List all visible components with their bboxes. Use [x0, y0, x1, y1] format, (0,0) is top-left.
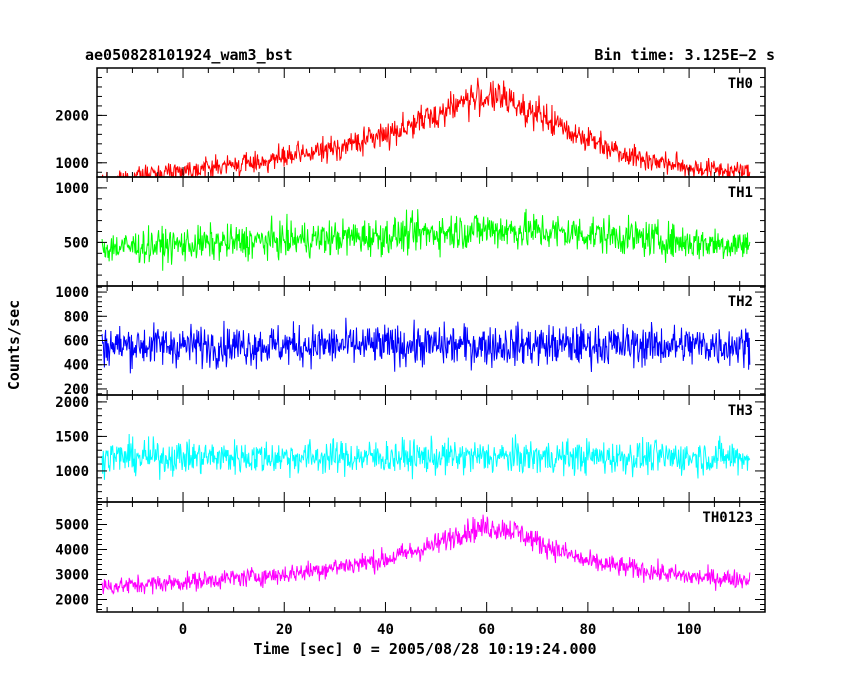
series-label: TH1 — [728, 185, 753, 201]
series-th2-line — [101, 317, 751, 374]
panel-th0123: TH0123 2000 3000 4000 5000 — [55, 501, 766, 613]
bin-time-label: Bin time: 3.125E−2 s — [594, 46, 775, 64]
series-label: TH3 — [728, 403, 753, 419]
y-tick-label: 1000 — [55, 464, 89, 480]
x-tick-label: 40 — [377, 622, 394, 638]
series-th3-line — [101, 433, 751, 480]
y-tick-label: 4000 — [55, 543, 89, 559]
y-tick-label: 600 — [64, 334, 89, 350]
y-tick-label: 800 — [64, 309, 89, 325]
x-axis-label: Time [sec] 0 = 2005/08/28 10:19:24.000 — [253, 640, 596, 658]
series-label: TH0123 — [702, 510, 753, 526]
y-tick-label: 5000 — [55, 518, 89, 534]
y-tick-label: 2000 — [55, 593, 89, 609]
panel-frame — [96, 501, 766, 613]
y-tick-label: 2000 — [55, 395, 89, 411]
series-label: TH0 — [728, 76, 753, 92]
plot-title: ae050828101924_wam3_bst — [85, 46, 293, 64]
y-tick-label: 400 — [64, 358, 89, 374]
y-axis-label: Counts/sec — [5, 300, 23, 390]
series-th0123-line — [101, 514, 751, 595]
series-th1-line — [101, 208, 751, 271]
panel-stack: TH010002000TH15001000TH22004006008001000… — [55, 67, 766, 638]
y-tick-label: 200 — [64, 382, 89, 398]
y-tick-label: 1500 — [55, 429, 89, 445]
y-tick-label: 2000 — [55, 108, 89, 124]
x-tick-label: 20 — [276, 622, 293, 638]
panel-th1: TH1 500 1000 — [55, 176, 766, 287]
y-tick-label: 500 — [64, 235, 89, 251]
x-tick-label: 60 — [478, 622, 495, 638]
panel-th2: TH2 200 400 600 800 1000 — [55, 285, 766, 398]
y-tick-label: 1000 — [55, 285, 89, 301]
panel-th0: TH0 1000 2000 — [55, 67, 766, 178]
series-th0-line — [101, 77, 751, 177]
y-tick-label: 3000 — [55, 568, 89, 584]
x-tick-label: 0 — [179, 622, 187, 638]
x-tick-label: 100 — [676, 622, 701, 638]
panel-th3: TH3 1000 1500 2000 — [55, 394, 766, 503]
y-tick-label: 1000 — [55, 156, 89, 172]
series-label: TH2 — [728, 294, 753, 310]
y-tick-label: 1000 — [55, 181, 89, 197]
x-tick-label: 80 — [579, 622, 596, 638]
